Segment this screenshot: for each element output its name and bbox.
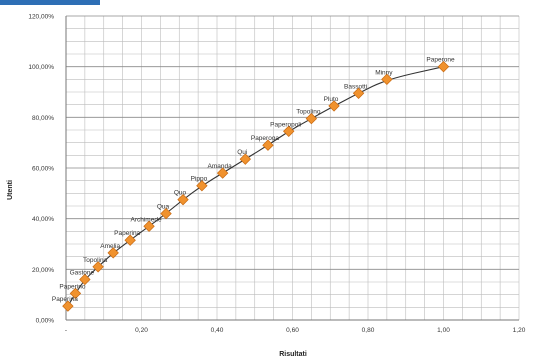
y-tick-label: 0,00% bbox=[36, 318, 55, 325]
point-marker bbox=[143, 220, 155, 232]
point-marker bbox=[305, 112, 318, 125]
y-tick-label: 60,00% bbox=[32, 166, 54, 173]
point-label: Paperino bbox=[59, 283, 85, 290]
point-label: Pluto bbox=[324, 96, 339, 103]
x-tick-label: 0,20 bbox=[135, 327, 148, 334]
point-marker bbox=[124, 234, 136, 246]
point-marker bbox=[239, 153, 252, 165]
point-label: Qua bbox=[157, 204, 170, 211]
point-label: Quo bbox=[174, 190, 187, 197]
x-tick-label: 0,80 bbox=[362, 327, 375, 334]
x-tick-label: - bbox=[65, 327, 67, 334]
point-marker bbox=[437, 60, 450, 73]
point-label: Paperopoli bbox=[270, 121, 301, 128]
point-label: Paperone bbox=[426, 57, 455, 64]
point-label: Pippo bbox=[191, 176, 208, 183]
point-marker bbox=[107, 247, 119, 259]
y-tick-label: 20,00% bbox=[32, 267, 54, 274]
y-axis-title: Utenti bbox=[7, 180, 14, 200]
point-marker bbox=[79, 273, 91, 286]
point-marker bbox=[352, 87, 365, 99]
point-marker bbox=[62, 300, 74, 312]
point-marker bbox=[381, 73, 393, 86]
point-marker bbox=[196, 180, 208, 192]
point-marker bbox=[328, 100, 340, 112]
y-tick-label: 120,00% bbox=[28, 14, 54, 21]
point-label: Topolino bbox=[296, 109, 321, 116]
point-label: Minny bbox=[375, 69, 393, 76]
point-label: Amanda bbox=[208, 163, 233, 170]
point-label: Paperina bbox=[52, 296, 78, 303]
x-tick-label: 0,60 bbox=[286, 327, 299, 334]
point-marker bbox=[160, 207, 172, 220]
y-tick-label: 40,00% bbox=[32, 216, 54, 223]
x-tick-label: 1,00 bbox=[437, 327, 450, 334]
point-label: Bassotti bbox=[344, 83, 367, 90]
data-points bbox=[62, 60, 450, 312]
point-marker bbox=[92, 261, 104, 273]
point-marker bbox=[177, 193, 189, 206]
x-tick-label: 1,20 bbox=[513, 327, 526, 334]
y-tick-label: 80,00% bbox=[32, 115, 54, 122]
axes: - 0,20 0,40 0,60 0,80 1,00 1,20 0,00% 20,00% 40,0… bbox=[28, 14, 525, 335]
point-label: Paperoga bbox=[251, 135, 280, 142]
top-accent-bar bbox=[0, 0, 100, 5]
point-marker bbox=[262, 139, 274, 151]
y-tick-label: 100,00% bbox=[28, 64, 54, 71]
gridlines bbox=[65, 15, 520, 321]
point-label: Paperina bbox=[114, 230, 140, 237]
point-marker bbox=[69, 287, 82, 300]
point-label: Qui bbox=[237, 149, 247, 156]
point-label: Topolina bbox=[83, 257, 108, 264]
point-marker bbox=[283, 125, 295, 137]
point-label: Archimede bbox=[131, 216, 162, 223]
point-marker bbox=[216, 167, 229, 179]
point-label: Gastone bbox=[70, 269, 95, 276]
point-label: Amelia bbox=[100, 243, 120, 250]
x-axis-title: Risultati bbox=[279, 351, 307, 358]
x-tick-label: 0,40 bbox=[211, 327, 224, 334]
